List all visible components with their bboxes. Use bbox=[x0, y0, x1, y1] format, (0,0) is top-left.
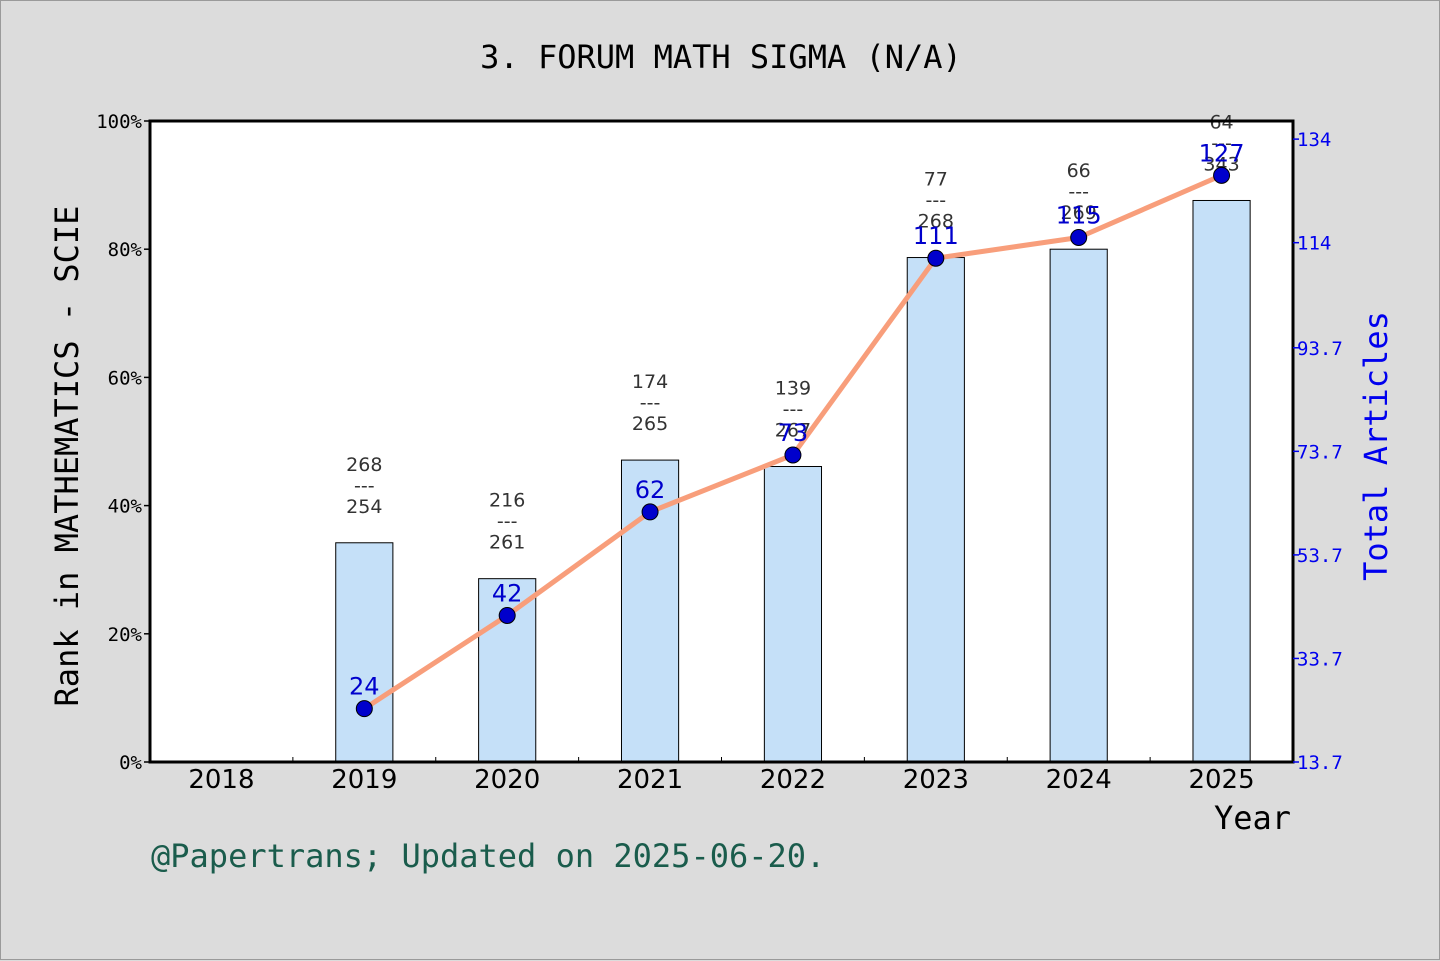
line-value-label: 127 bbox=[1199, 139, 1245, 167]
y-tick-label: 80% bbox=[108, 239, 143, 261]
bar-2022 bbox=[763, 465, 823, 763]
bar-label-divider: --- bbox=[497, 511, 518, 533]
line-value-label: 115 bbox=[1056, 201, 1102, 229]
bar-total-label: 254 bbox=[346, 496, 382, 518]
bar-total-label: 343 bbox=[1203, 153, 1239, 175]
bar-total-label: 261 bbox=[489, 532, 525, 554]
bar-total-label: 268 bbox=[918, 211, 954, 233]
y2-tick-label: 93.7 bbox=[1297, 338, 1343, 360]
bar-label-divider: --- bbox=[354, 475, 375, 497]
line-value-label: 62 bbox=[635, 476, 666, 504]
bar-total-label: 267 bbox=[775, 419, 811, 441]
axes-group: 0% 20% 40% 60% 80% 100% 13.7 33.7 53.7 73.7 93.7 11… bbox=[96, 111, 1343, 795]
bar-labels-group: 268---254 216---261174---265139---26777--… bbox=[346, 111, 1240, 553]
bar-label-divider: --- bbox=[1068, 181, 1089, 203]
bar-total-label: 269 bbox=[1061, 202, 1097, 224]
bar-2019 bbox=[335, 542, 394, 763]
x-axis-label: Year bbox=[1214, 799, 1291, 837]
x-tick-label: 2020 bbox=[474, 765, 540, 795]
y2-tick-label: 13.7 bbox=[1297, 752, 1343, 774]
y2-tick-label: 33.7 bbox=[1297, 648, 1343, 670]
x-tick-label: 2023 bbox=[903, 765, 969, 795]
x-tick-label: 2024 bbox=[1046, 765, 1112, 795]
bar-2024 bbox=[1049, 248, 1108, 763]
y2-axis-label: Total Articles bbox=[1357, 311, 1395, 581]
bar-total-label: 265 bbox=[632, 413, 668, 435]
bar-label-divider: --- bbox=[783, 398, 804, 420]
bar-label-divider: --- bbox=[1211, 132, 1232, 154]
y-tick-label: 100% bbox=[96, 111, 142, 133]
x-tick-label: 2025 bbox=[1188, 765, 1254, 795]
bar-label-divider: --- bbox=[640, 392, 661, 414]
line-value-label: 24 bbox=[349, 673, 380, 701]
y2-tick-label: 73.7 bbox=[1297, 441, 1343, 463]
x-tick-label: 2019 bbox=[331, 765, 397, 795]
footer-note: @Papertrans; Updated on 2025-06-20. bbox=[151, 837, 825, 875]
line-point-2021 bbox=[641, 503, 659, 521]
y-tick-label: 20% bbox=[108, 624, 143, 646]
line-point-2020 bbox=[498, 606, 516, 624]
y2-tick-label: 53.7 bbox=[1297, 545, 1343, 567]
bar-2023 bbox=[906, 257, 965, 763]
x-tick-label: 2018 bbox=[188, 765, 254, 795]
line-point-2022 bbox=[784, 446, 802, 464]
bar-rank-label: 174 bbox=[632, 371, 668, 393]
line-point-2019 bbox=[355, 700, 373, 718]
line-series-group: 24 42 62 73 111 115 127 bbox=[349, 139, 1245, 718]
bar-rank-label: 139 bbox=[775, 377, 811, 399]
bar-rank-label: 216 bbox=[489, 490, 525, 512]
y-tick-label: 40% bbox=[108, 496, 143, 518]
bar-rank-label: 77 bbox=[924, 169, 948, 191]
y-tick-label: 60% bbox=[108, 367, 143, 389]
line-point-2025 bbox=[1213, 166, 1231, 184]
chart-title: 3. FORUM MATH SIGMA (N/A) bbox=[480, 38, 962, 76]
bar-label-divider: --- bbox=[926, 190, 947, 212]
line-value-label: 42 bbox=[492, 579, 523, 607]
bars-group bbox=[335, 199, 1251, 763]
y2-tick-label: 134 bbox=[1297, 129, 1331, 151]
bar-2025 bbox=[1192, 199, 1251, 763]
y-axis-label: Rank in MATHEMATICS - SCIE bbox=[48, 206, 86, 707]
x-tick-label: 2021 bbox=[617, 765, 683, 795]
x-tick-label: 2022 bbox=[760, 765, 826, 795]
line-value-label: 73 bbox=[778, 419, 809, 447]
line-point-2023 bbox=[927, 249, 945, 267]
bar-rank-label: 268 bbox=[346, 454, 382, 476]
bar-rank-label: 66 bbox=[1067, 160, 1091, 182]
y-tick-label: 0% bbox=[119, 752, 142, 774]
y2-tick-label: 114 bbox=[1297, 233, 1331, 255]
line-value-label: 111 bbox=[913, 222, 959, 250]
line-point-2024 bbox=[1070, 228, 1088, 246]
